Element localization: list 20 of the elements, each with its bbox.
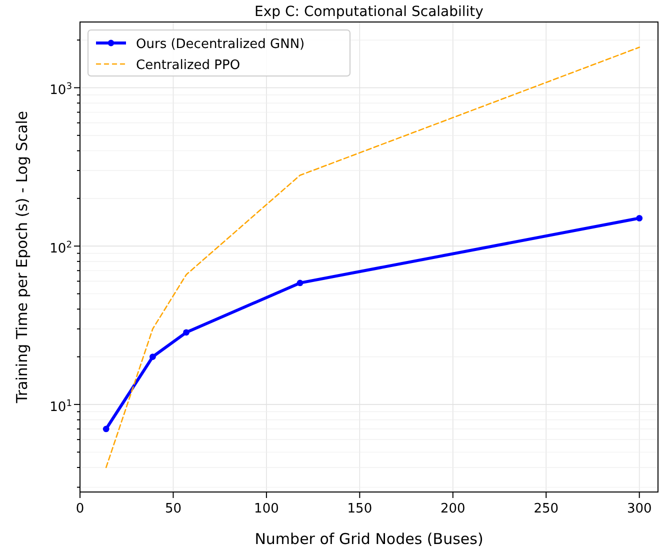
y-tick-label: 10$^{2}$ xyxy=(50,240,72,257)
x-axis-title: Number of Grid Nodes (Buses) xyxy=(254,530,484,548)
legend-label: Ours (Decentralized GNN) xyxy=(136,37,305,52)
point xyxy=(636,214,643,222)
y-axis-title: Training Time per Epoch (s) - Log Scale xyxy=(13,110,31,404)
chart-title: Exp C: Computational Scalability xyxy=(254,4,484,20)
x-tick-label: 50 xyxy=(164,502,182,517)
x-tick-label: 250 xyxy=(534,502,559,517)
x-tick-label: 200 xyxy=(440,502,466,517)
y-tick-label: 10$^{3}$ xyxy=(50,82,72,98)
x-tick-label: 150 xyxy=(347,502,372,517)
x-tick-label: 100 xyxy=(254,502,279,517)
point xyxy=(150,354,156,360)
point xyxy=(102,426,110,432)
point xyxy=(183,329,190,336)
point xyxy=(296,280,304,286)
legend-label: Centralized PPO xyxy=(136,58,240,73)
y-tick-label: 10$^{1}$ xyxy=(50,398,72,415)
x-tick-label: 0 xyxy=(76,502,84,517)
x-tick-label: 300 xyxy=(626,502,652,517)
